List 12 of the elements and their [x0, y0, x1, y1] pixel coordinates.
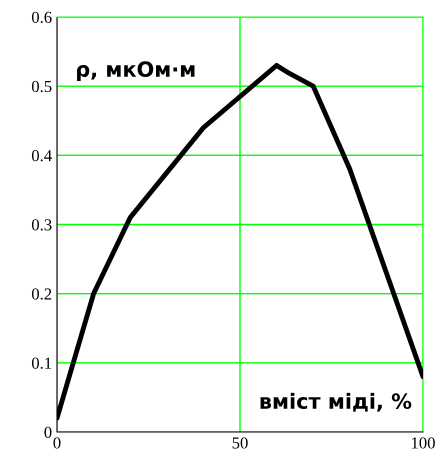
- y-tick-label: 0.6: [32, 12, 52, 24]
- y-axis-title: ρ, мкОм·м: [77, 61, 194, 82]
- y-tick-label: 0.1: [32, 358, 52, 369]
- x-axis-title: вміст міді, %: [260, 392, 412, 412]
- y-tick-label: 0: [44, 426, 52, 438]
- y-tick-label: 0.4: [32, 150, 52, 162]
- y-tick-label: 0.3: [32, 219, 52, 231]
- y-tick-label: 0.5: [32, 80, 52, 92]
- x-tick-label: 50: [232, 437, 248, 449]
- x-tick-label: 100: [412, 437, 435, 449]
- x-tick-label: 0: [53, 437, 61, 449]
- y-tick-label: 0.2: [32, 288, 52, 300]
